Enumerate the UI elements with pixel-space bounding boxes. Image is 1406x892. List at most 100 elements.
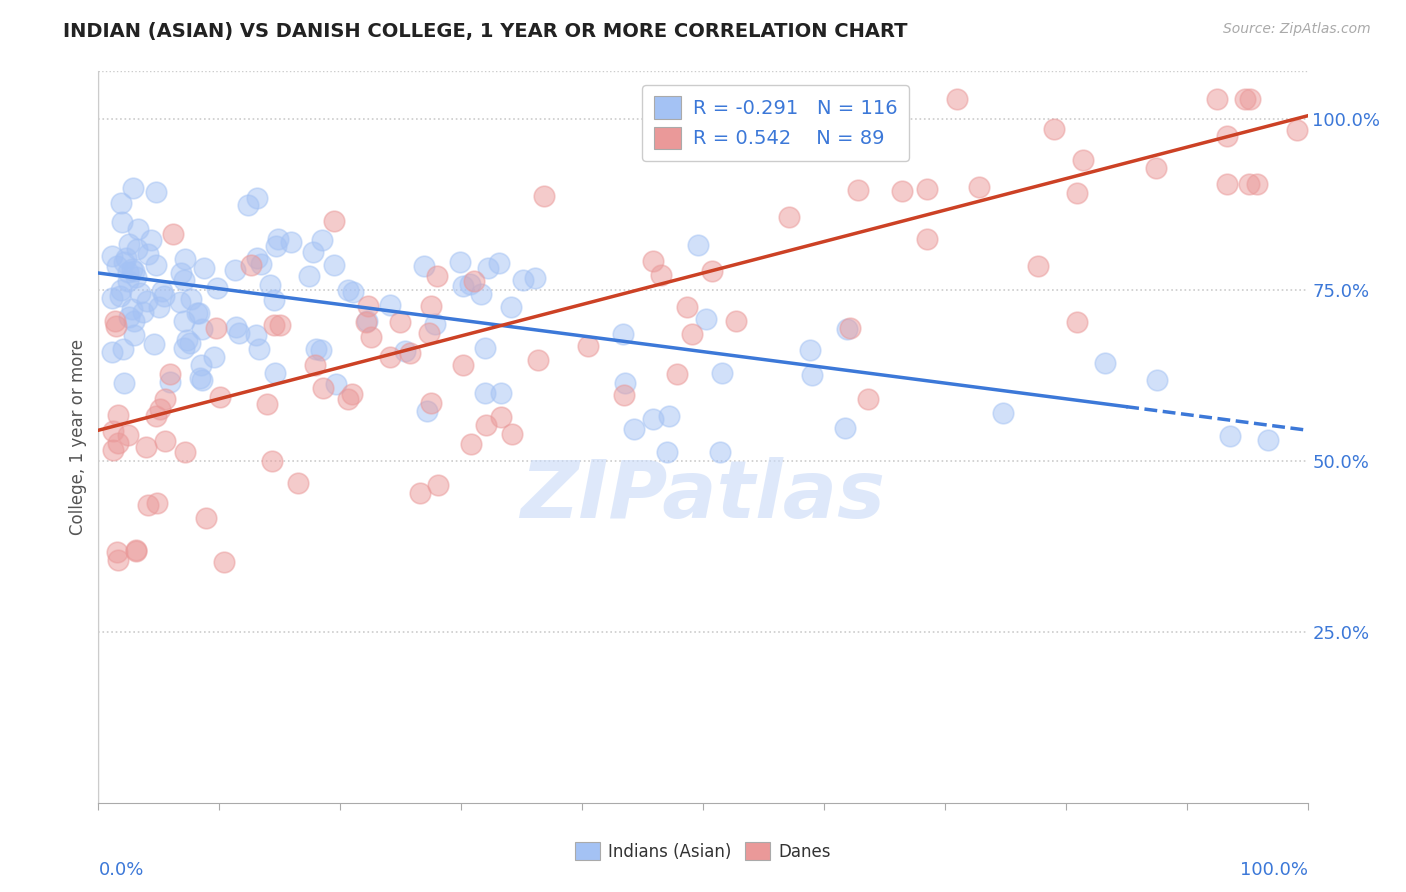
Point: [409, 486, 432, 500]
Point: [256, 397, 278, 411]
Point: [110, 195, 132, 210]
Point: [125, 269, 148, 284]
Point: [148, 401, 170, 416]
Point: [180, 293, 202, 307]
Point: [449, 254, 471, 268]
Point: [100, 291, 122, 305]
Point: [491, 410, 513, 425]
Point: [145, 186, 167, 200]
Point: [1216, 177, 1239, 191]
Point: [146, 496, 169, 510]
Point: [104, 319, 127, 334]
Point: [121, 301, 143, 316]
Point: [613, 387, 636, 401]
Point: [658, 409, 681, 423]
Point: [360, 330, 382, 344]
Point: [1071, 153, 1094, 167]
Point: [128, 286, 150, 301]
Point: [117, 237, 139, 252]
Point: [153, 288, 176, 302]
Point: [117, 274, 139, 288]
Point: [127, 221, 149, 235]
Point: [423, 317, 446, 331]
Point: [309, 343, 332, 357]
Point: [354, 315, 377, 329]
Point: [738, 111, 761, 125]
Point: [477, 261, 499, 276]
Point: [101, 442, 124, 457]
Point: [101, 424, 124, 438]
Y-axis label: College, 1 year or more: College, 1 year or more: [69, 339, 87, 535]
Point: [205, 280, 228, 294]
Point: [512, 273, 534, 287]
Point: [173, 341, 195, 355]
Point: [1094, 356, 1116, 370]
Point: [236, 197, 259, 211]
Point: [695, 312, 717, 326]
Point: [1066, 315, 1088, 329]
Point: [1205, 92, 1227, 106]
Point: [135, 294, 157, 309]
Point: [162, 227, 184, 242]
Point: [176, 333, 198, 347]
Point: [526, 352, 548, 367]
Point: [280, 235, 302, 249]
Point: [1144, 161, 1167, 176]
Point: [725, 314, 748, 328]
Point: [107, 409, 129, 423]
Point: [325, 376, 347, 391]
Point: [125, 242, 148, 256]
Point: [107, 553, 129, 567]
Point: [426, 478, 449, 492]
Point: [118, 310, 141, 325]
Point: [1257, 434, 1279, 448]
Point: [304, 343, 326, 357]
Point: [202, 350, 225, 364]
Point: [179, 335, 201, 350]
Point: [194, 511, 217, 525]
Point: [245, 328, 267, 343]
Point: [453, 359, 475, 373]
Point: [267, 232, 290, 246]
Point: [110, 284, 132, 298]
Point: [475, 417, 498, 432]
Point: [474, 386, 496, 401]
Point: [666, 368, 689, 382]
Point: [186, 306, 208, 320]
Point: [322, 258, 344, 272]
Point: [190, 358, 212, 372]
Point: [336, 392, 359, 407]
Point: [1239, 177, 1261, 191]
Point: [614, 376, 637, 390]
Point: [681, 327, 703, 342]
Point: [263, 318, 285, 332]
Point: [499, 300, 522, 314]
Point: [105, 259, 128, 273]
Point: [101, 345, 124, 359]
Point: [412, 259, 434, 273]
Point: [463, 274, 485, 288]
Point: [188, 371, 211, 385]
Point: [153, 392, 176, 407]
Point: [460, 277, 482, 291]
Point: [269, 318, 291, 332]
Point: [135, 440, 157, 454]
Point: [136, 498, 159, 512]
Point: [650, 268, 672, 282]
Point: [419, 396, 441, 410]
Point: [247, 342, 270, 356]
Point: [145, 409, 167, 423]
Point: [641, 412, 664, 426]
Point: [224, 262, 246, 277]
Point: [1026, 260, 1049, 274]
Text: INDIAN (ASIAN) VS DANISH COLLEGE, 1 YEAR OR MORE CORRELATION CHART: INDIAN (ASIAN) VS DANISH COLLEGE, 1 YEAR…: [63, 22, 908, 41]
Point: [191, 374, 214, 388]
Point: [122, 264, 145, 278]
Point: [125, 544, 148, 558]
Point: [259, 278, 281, 293]
Point: [915, 182, 938, 196]
Point: [246, 251, 269, 265]
Point: [311, 233, 333, 247]
Point: [169, 295, 191, 310]
Text: 0.0%: 0.0%: [98, 862, 143, 880]
